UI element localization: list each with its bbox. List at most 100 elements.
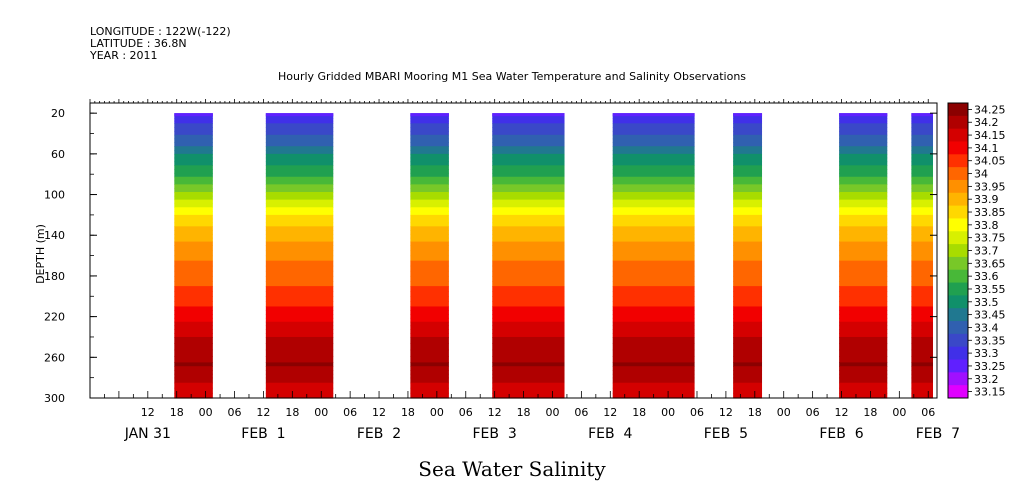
segment-band [410, 362, 449, 367]
segment-band [265, 192, 334, 197]
segment-band [612, 281, 695, 287]
segment-band [733, 176, 763, 182]
segment-band [174, 241, 213, 247]
segment-band [733, 169, 763, 174]
segment-band [492, 296, 565, 302]
segment-band [733, 260, 763, 267]
segment-band [612, 241, 695, 247]
segment-band [839, 306, 888, 311]
colorbar-label: 33.55 [974, 283, 1006, 296]
segment-band [265, 362, 334, 367]
segment-band [612, 207, 695, 212]
segment-band [733, 172, 763, 178]
x-hour-label: 06 [228, 406, 242, 419]
colorbar-label: 33.15 [974, 386, 1006, 399]
segment-band [492, 188, 565, 193]
segment-band [265, 245, 334, 252]
segment-band [410, 245, 449, 252]
segment-band [911, 321, 933, 327]
segment-1 [265, 113, 334, 399]
segment-band [174, 296, 213, 302]
segment-band [492, 392, 565, 399]
segment-band [911, 255, 933, 262]
colorbar-cell [948, 256, 968, 271]
segment-surface [492, 113, 565, 117]
segment-band [839, 203, 888, 208]
segment-band [911, 134, 933, 140]
x-hour-label: 06 [690, 406, 704, 419]
segment-band [612, 165, 695, 170]
segment-band [174, 165, 213, 170]
segment-band [839, 188, 888, 193]
segment-band [733, 211, 763, 216]
x-date-label: JAN 31 [124, 426, 171, 442]
segment-band [612, 306, 695, 311]
segment-band [174, 317, 213, 323]
colorbar-cell [948, 295, 968, 309]
segment-band [612, 370, 695, 375]
segment-band [410, 392, 449, 399]
segment-band [733, 270, 763, 277]
colorbar-label: 33.65 [974, 257, 1006, 270]
segment-band [174, 226, 213, 231]
segment-band [410, 115, 449, 119]
segment-band [839, 130, 888, 136]
segment-band [911, 214, 933, 220]
segment-band [265, 321, 334, 327]
segment-band [492, 366, 565, 371]
y-tick-label: 60 [51, 148, 65, 161]
segment-band [612, 214, 695, 220]
colorbar-cell [948, 333, 968, 348]
segment-band [492, 226, 565, 231]
segment-5 [733, 113, 763, 399]
segment-band [410, 373, 449, 379]
segment-band [733, 321, 763, 327]
segment-band [911, 195, 933, 201]
segment-band [839, 176, 888, 182]
segment-band [410, 265, 449, 272]
segment-band [174, 301, 213, 308]
colorbar-label: 33.85 [974, 206, 1006, 219]
segment-band [492, 387, 565, 394]
segment-band [839, 296, 888, 302]
segment-band [174, 203, 213, 208]
x-date-label: FEB 1 [241, 426, 285, 442]
segment-band [612, 176, 695, 182]
segment-band [410, 301, 449, 308]
colorbar-cell [948, 231, 968, 245]
segment-band [733, 230, 763, 235]
segment-band [733, 296, 763, 302]
colorbar-cell [948, 244, 968, 258]
segment-band [911, 377, 933, 384]
segment-band [265, 214, 334, 220]
segment-band [612, 310, 695, 315]
x-date-label: FEB 5 [704, 426, 748, 442]
segment-band [265, 222, 334, 227]
segment-band [612, 356, 695, 363]
segment-band [174, 291, 213, 297]
y-axis-label: DEPTH (m) [34, 224, 47, 284]
segment-band [733, 373, 763, 379]
colorbar-cell [948, 218, 968, 232]
segment-band [492, 138, 565, 144]
colorbar-label: 33.95 [974, 180, 1006, 193]
segment-band [839, 184, 888, 189]
segment-band [410, 188, 449, 193]
segment-band [839, 237, 888, 243]
segment-band [612, 230, 695, 235]
segment-band [839, 214, 888, 220]
segment-band [410, 317, 449, 323]
segment-band [733, 310, 763, 315]
x-hour-label: 12 [488, 406, 502, 419]
segment-band [410, 281, 449, 287]
segment-band [492, 118, 565, 122]
x-date-label: FEB 4 [588, 426, 632, 442]
segment-band [410, 127, 449, 132]
segment-band [733, 255, 763, 262]
segment-band [410, 275, 449, 282]
segment-band [410, 377, 449, 384]
segment-band [265, 161, 334, 166]
segment-band [410, 134, 449, 140]
segment-band [911, 265, 933, 272]
segment-band [911, 310, 933, 315]
